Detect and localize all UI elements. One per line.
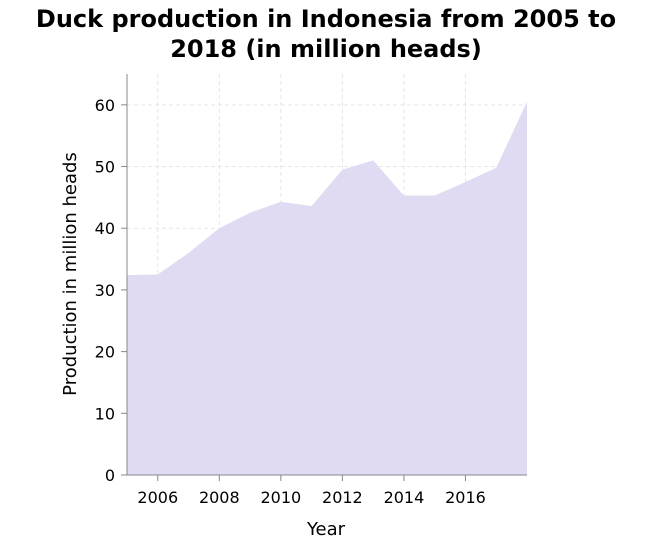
- chart-title-line-2: 2018 (in million heads): [170, 35, 482, 63]
- axes: [126, 74, 527, 476]
- y-tick-label: 30: [95, 281, 115, 300]
- y-axis-ticks: 0 10 20 30 40 50 60: [95, 96, 127, 485]
- y-tick-label: 10: [95, 404, 115, 423]
- area-series: [127, 101, 527, 475]
- x-axis-ticks: 2006 2008 2010 2012 2014 2016: [137, 475, 486, 507]
- chart-title-line-1: Duck production in Indonesia from 2005 t…: [35, 5, 617, 33]
- x-tick-label: 2012: [322, 488, 363, 507]
- x-tick-label: 2008: [199, 488, 240, 507]
- y-tick-label: 0: [105, 466, 115, 485]
- x-axis-title: Year: [306, 519, 346, 540]
- x-tick-label: 2010: [260, 488, 301, 507]
- y-tick-label: 50: [95, 158, 115, 177]
- x-tick-label: 2016: [445, 488, 486, 507]
- x-tick-label: 2006: [137, 488, 178, 507]
- y-tick-label: 20: [95, 343, 115, 362]
- y-tick-label: 40: [95, 219, 115, 238]
- chart-title: Duck production in Indonesia from 2005 t…: [0, 4, 652, 64]
- area-fill: [127, 101, 527, 475]
- x-tick-label: 2014: [384, 488, 425, 507]
- y-tick-label: 60: [95, 96, 115, 115]
- y-axis-title: Production in million heads: [60, 152, 81, 396]
